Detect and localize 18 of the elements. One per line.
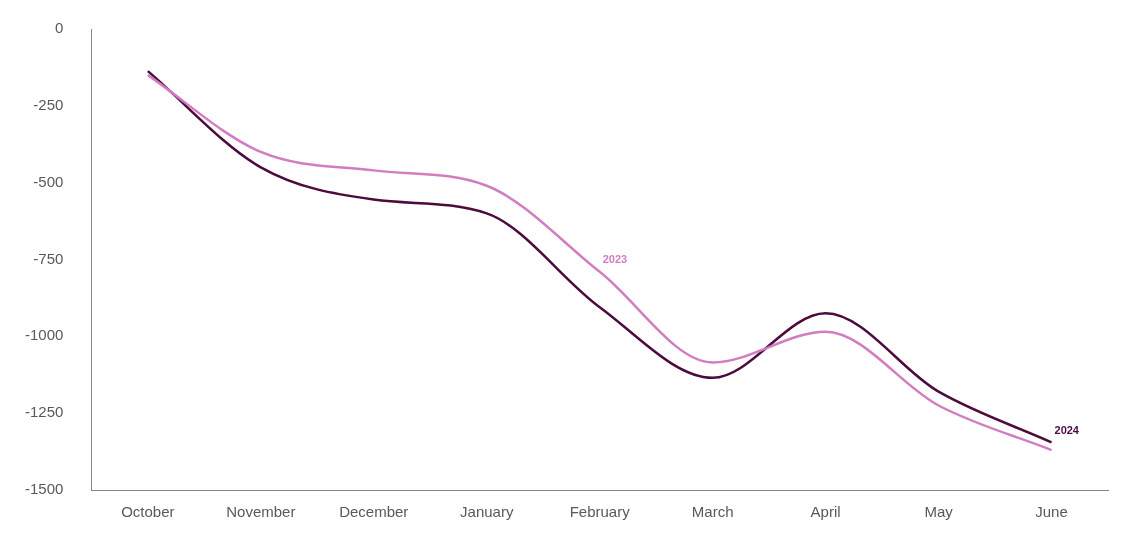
y-tick-label: -500: [33, 172, 64, 190]
y-tick-label: -250: [33, 95, 64, 113]
y-tick-label: -1500: [24, 480, 64, 498]
x-tick-label: December: [339, 503, 409, 521]
y-tick-label: -750: [33, 249, 64, 267]
y-tick-label: -1250: [24, 403, 64, 421]
x-tick-label: April: [810, 503, 841, 521]
x-tick-label: January: [460, 503, 514, 521]
y-tick-label: 0: [55, 19, 64, 37]
x-tick-label: October: [121, 503, 175, 521]
x-tick-label: February: [569, 503, 631, 521]
x-tick-label: June: [1035, 503, 1068, 521]
series-label: 2023: [602, 253, 628, 266]
y-tick-label: -1000: [24, 326, 64, 344]
x-tick-label: March: [691, 503, 734, 521]
x-tick-label: May: [924, 503, 954, 521]
x-tick-label: November: [226, 503, 296, 521]
series-label: 2024: [1054, 423, 1080, 436]
